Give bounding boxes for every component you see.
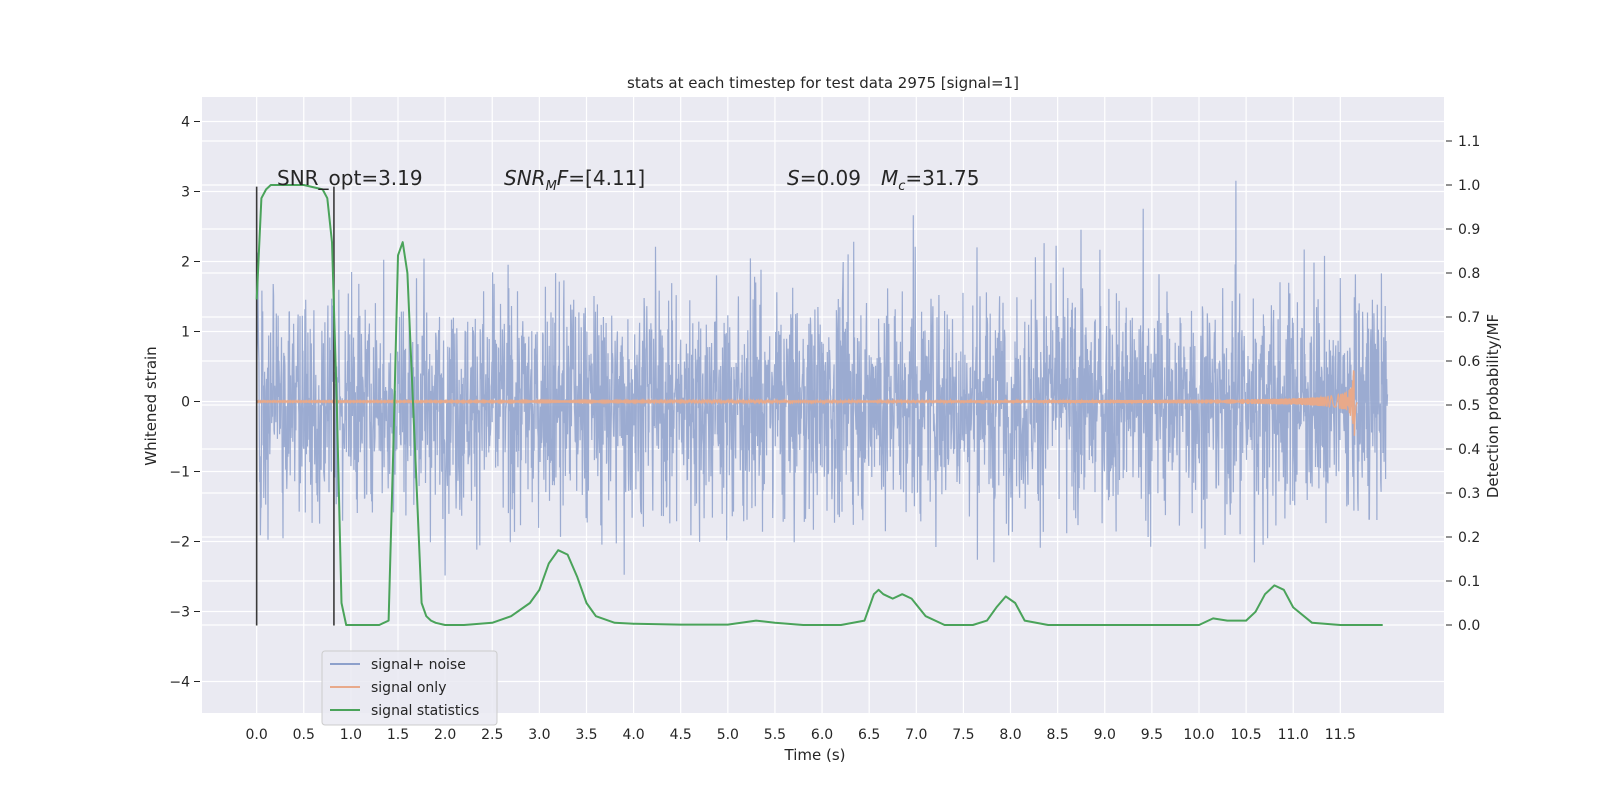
x-tick-label: 2.5 (481, 727, 503, 743)
y2-tick-label: 0.7 (1458, 310, 1480, 326)
annotation-mc-value: =31.75 (905, 166, 979, 190)
x-tick-label: 8.0 (999, 727, 1021, 743)
vertical-markers (255, 186, 335, 626)
series-signal-only (256, 370, 1358, 436)
x-tick-label: 5.5 (764, 727, 786, 743)
series-signal-statistics (255, 184, 1383, 626)
y-tick-label: −3 (169, 605, 190, 621)
legend-label-signal-only: signal only (371, 680, 446, 696)
y2-tick-label: 1.1 (1458, 134, 1480, 150)
x-tick-label: 11.0 (1278, 727, 1309, 743)
y2-tick-label: 0.6 (1458, 354, 1480, 370)
y-tick-label: −2 (169, 535, 190, 551)
y2-tick-label: 0.3 (1458, 486, 1480, 502)
y-tick-label: 3 (181, 185, 190, 201)
x-tick-label: 4.5 (670, 727, 692, 743)
annotation-s-value: =0.09 (800, 166, 861, 190)
legend-label-signal-statistics: signal statistics (371, 703, 479, 719)
y2-tick-label: 0.5 (1458, 398, 1480, 414)
annotation-mc: Mc=31.75 (881, 166, 979, 194)
y-tick-label: −4 (169, 675, 190, 691)
x-axis-label: Time (s) (784, 746, 846, 764)
y2-tick-label: 0.4 (1458, 442, 1480, 458)
x-tick-label: 0.0 (246, 727, 268, 743)
y-tick-label: 2 (181, 255, 190, 271)
y-tick-label: 0 (181, 395, 190, 411)
legend-box (321, 650, 498, 726)
x-tick-label: 3.5 (575, 727, 597, 743)
signal-noise-line (256, 180, 1389, 576)
annotation-snr-mf-value: =[4.11] (568, 166, 645, 190)
y2-tick-label: 0.1 (1458, 574, 1480, 590)
signal-statistics-line (255, 184, 1383, 626)
annotation-s: S=0.09 (787, 166, 861, 190)
x-tick-label: 10.0 (1183, 727, 1214, 743)
svg-text:SNRMF=[4.11]: SNRMF=[4.11] (504, 166, 645, 194)
legend-label-signal-noise: signal+ noise (371, 657, 466, 673)
x-tick-label: 6.5 (858, 727, 880, 743)
y-tick-label: 4 (181, 115, 190, 131)
x-tick-label: 1.0 (340, 727, 362, 743)
svg-text:Mc=31.75: Mc=31.75 (881, 166, 979, 194)
x-tick-label: 4.0 (622, 727, 644, 743)
series-signal-noise (256, 180, 1389, 576)
annotation-snr-mf: SNRMF=[4.11] (504, 166, 645, 194)
y-tick-label: 1 (181, 325, 190, 341)
x-tick-label: 9.5 (1141, 727, 1163, 743)
x-tick-label: 6.0 (811, 727, 833, 743)
y2-tick-label: 0.0 (1458, 618, 1480, 634)
legend: signal+ noise signal only signal statist… (321, 650, 498, 726)
x-tick-label: 7.5 (952, 727, 974, 743)
x-tick-label: 7.0 (905, 727, 927, 743)
signal-only-line (256, 370, 1358, 436)
tick-labels: 0.0 0.5 1.0 1.5 2.0 2.5 3.0 3.5 4.0 4.5 5.0 5.5 6.0 6… (169, 115, 1480, 744)
y2-tick-label: 0.8 (1458, 266, 1480, 282)
y2-tick-label: 0.9 (1458, 222, 1480, 238)
x-tick-label: 2.0 (434, 727, 456, 743)
svg-text:S=0.09: S=0.09 (787, 166, 861, 190)
x-tick-label: 10.5 (1231, 727, 1262, 743)
annotation-snr-opt: SNR_opt=3.19 (277, 166, 423, 190)
x-tick-label: 3.0 (528, 727, 550, 743)
y2-axis-label: Detection probability/MF (1484, 314, 1502, 498)
x-tick-label: 5.0 (717, 727, 739, 743)
x-tick-label: 8.5 (1047, 727, 1069, 743)
y2-tick-label: 0.2 (1458, 530, 1480, 546)
x-tick-label: 9.0 (1094, 727, 1116, 743)
y2-tick-label: 1.0 (1458, 178, 1480, 194)
x-tick-label: 0.5 (293, 727, 315, 743)
x-tick-label: 1.5 (387, 727, 409, 743)
y-axis-label: Whitened strain (142, 346, 160, 465)
y-tick-label: −1 (169, 465, 190, 481)
chart-title: stats at each timestep for test data 297… (627, 74, 1019, 92)
x-tick-label: 11.5 (1325, 727, 1356, 743)
